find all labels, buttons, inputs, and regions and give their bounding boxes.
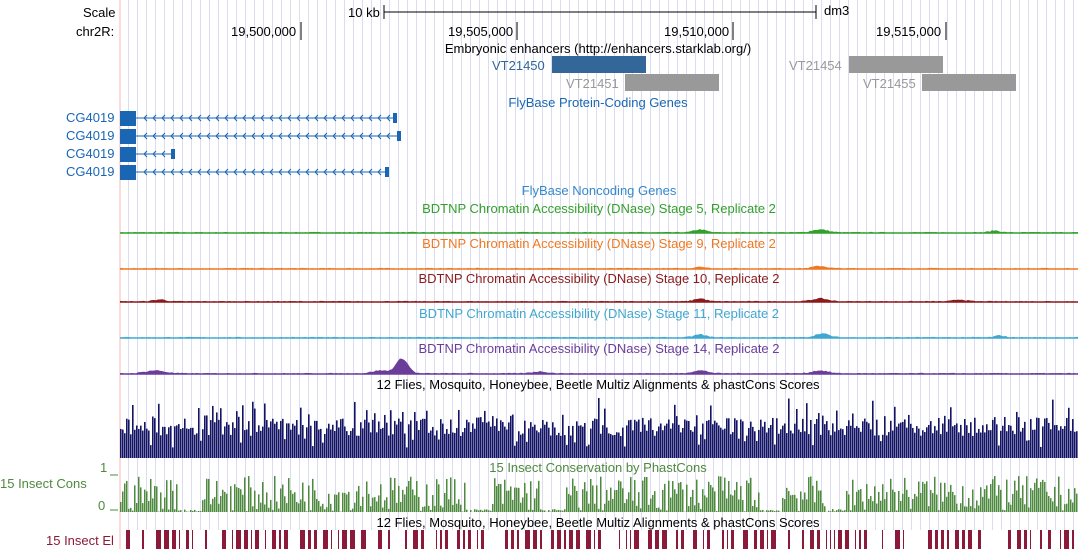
insect-cons-axis-min: 0 (98, 498, 106, 513)
enhancer-label-vt21455[interactable]: VT21455 (863, 76, 916, 91)
enhancer-feature-vt21455[interactable] (922, 74, 1016, 91)
chrom-label: chr2R: (76, 24, 115, 39)
noncoding-genes-track-title: FlyBase Noncoding Genes (521, 183, 677, 198)
dnase-stage10-signal[interactable] (120, 285, 1078, 303)
dnase-stage11-title: BDTNP Chromatin Accessibility (DNase) St… (418, 306, 780, 321)
insect-cons-axis-max: 1 (100, 460, 108, 475)
insect-cons-axis (110, 474, 118, 511)
dnase-stage9-signal[interactable] (120, 252, 1078, 270)
enhancer-label-vt21450[interactable]: VT21450 (492, 58, 545, 73)
tick-label: 19,500,000 (231, 24, 297, 39)
insect-el-title: 12 Flies, Mosquito, Honeybee, Beetle Mul… (376, 515, 820, 530)
dnase-stage5-signal[interactable] (120, 216, 1078, 234)
scale-bar-text: 10 kb (348, 5, 380, 20)
multiz-phastcons-bars[interactable] (120, 392, 1078, 458)
enhancer-feature-vt21454[interactable] (849, 56, 943, 73)
enhancer-label-vt21451[interactable]: VT21451 (566, 76, 619, 91)
scale-label: Scale (83, 5, 116, 20)
insect-cons-title: 15 Insect Conservation by PhastCons (489, 460, 707, 475)
dnase-stage9-title: BDTNP Chromatin Accessibility (DNase) St… (422, 236, 776, 251)
enhancer-label-vt21454[interactable]: VT21454 (789, 58, 842, 73)
protein-genes-track-title: FlyBase Protein-Coding Genes (508, 95, 688, 110)
gene-label[interactable]: CG4019 (66, 164, 115, 179)
tick-label: 19,510,000 (664, 24, 730, 39)
tick-label: 19,515,000 (876, 24, 942, 39)
scale-bar (383, 5, 817, 19)
enhancers-track-title: Embryonic enhancers (http://enhancers.st… (444, 41, 752, 56)
enhancer-feature-vt21450[interactable] (552, 56, 646, 73)
gene-label[interactable]: CG4019 (66, 146, 115, 161)
insect-el-left-label[interactable]: 15 Insect El (46, 533, 114, 548)
insect-cons-left-label[interactable]: 15 Insect Cons (0, 476, 87, 491)
insect-el-elements[interactable] (120, 530, 1078, 549)
dnase-stage14-signal[interactable] (120, 350, 1078, 375)
dnase-stage5-title: BDTNP Chromatin Accessibility (DNase) St… (422, 201, 776, 216)
enhancer-feature-vt21451[interactable] (625, 74, 719, 91)
multiz-track-title: 12 Flies, Mosquito, Honeybee, Beetle Mul… (376, 377, 820, 392)
insect-cons-bars[interactable] (120, 474, 1078, 512)
gene-label[interactable]: CG4019 (66, 110, 115, 125)
ruler-ticks (300, 22, 947, 40)
dnase-stage14-title: BDTNP Chromatin Accessibility (DNase) St… (418, 341, 780, 356)
dnase-stage11-signal[interactable] (120, 321, 1078, 339)
gene-label[interactable]: CG4019 (66, 128, 115, 143)
assembly-label: dm3 (824, 3, 850, 18)
tick-label: 19,505,000 (448, 24, 514, 39)
dnase-stage10-title: BDTNP Chromatin Accessibility (DNase) St… (418, 271, 780, 286)
gene-models[interactable] (0, 108, 420, 184)
